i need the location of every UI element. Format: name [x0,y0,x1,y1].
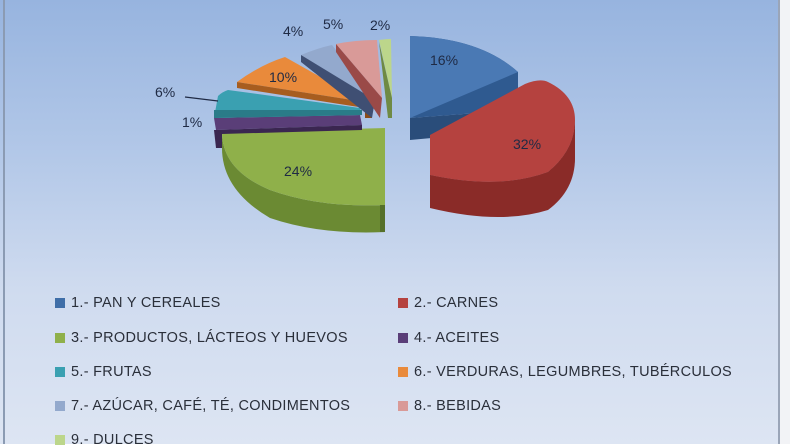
label-1: 1% [182,114,202,130]
slice-bebidas[interactable] [336,40,382,118]
legend-swatch [398,333,408,343]
label-16: 16% [430,52,458,68]
label-10: 10% [269,69,297,85]
legend-label: 6.- VERDURAS, LEGUMBRES, TUBÉRCULOS [414,364,733,380]
legend-item-frutas[interactable]: 5.- FRUTAS [55,364,152,380]
label-4: 4% [283,23,303,39]
slice-frutas[interactable] [214,90,362,118]
legend-swatch [398,298,408,308]
legend-label: 2.- CARNES [414,295,499,311]
label-32: 32% [513,136,541,152]
legend-label: 1.- PAN Y CEREALES [71,295,221,311]
legend-label: 3.- PRODUCTOS, LÁCTEOS Y HUEVOS [71,330,348,346]
label-2: 2% [370,17,390,33]
slice-productos-lacteos-huevos[interactable] [222,128,385,233]
legend-swatch [398,401,408,411]
legend-swatch [55,435,65,445]
legend-item-productos-lacteos-huevos[interactable]: 3.- PRODUCTOS, LÁCTEOS Y HUEVOS [55,330,348,346]
label-6: 6% [155,84,175,100]
chart-border-left [3,0,5,444]
legend-swatch [398,367,408,377]
slice-azucar-cafe-te-condimentos[interactable] [301,45,375,118]
label-24: 24% [284,163,312,179]
legend-swatch [55,298,65,308]
legend-item-pan-y-cereales[interactable]: 1.- PAN Y CEREALES [55,295,221,311]
legend-item-bebidas[interactable]: 8.- BEBIDAS [398,398,501,414]
leader-line-frutas [184,96,219,102]
legend-label: 4.- ACEITES [414,330,500,346]
chart-border-right [778,0,780,444]
legend-item-carnes[interactable]: 2.- CARNES [398,295,498,311]
legend-label: 7.- AZÚCAR, CAFÉ, TÉ, CONDIMENTOS [71,398,351,414]
window-edge [780,0,790,444]
legend-item-dulces[interactable]: 9.- DULCES [55,432,154,448]
legend-swatch [55,401,65,411]
legend-swatch [55,333,65,343]
legend-item-azucar-cafe-te-condimentos[interactable]: 7.- AZÚCAR, CAFÉ, TÉ, CONDIMENTOS [55,398,350,414]
label-5: 5% [323,16,343,32]
legend-item-aceites[interactable]: 4.- ACEITES [398,330,500,346]
legend-label: 8.- BEBIDAS [414,398,502,414]
slice-aceites[interactable] [214,115,362,148]
legend-label: 9.- DULCES [71,432,154,448]
legend-item-verduras-legumbres-tuberculos[interactable]: 6.- VERDURAS, LEGUMBRES, TUBÉRCULOS [398,364,732,380]
legend-label: 5.- FRUTAS [71,364,152,380]
legend-swatch [55,367,65,377]
slice-carnes[interactable] [430,80,575,218]
slice-dulces[interactable] [379,39,392,118]
